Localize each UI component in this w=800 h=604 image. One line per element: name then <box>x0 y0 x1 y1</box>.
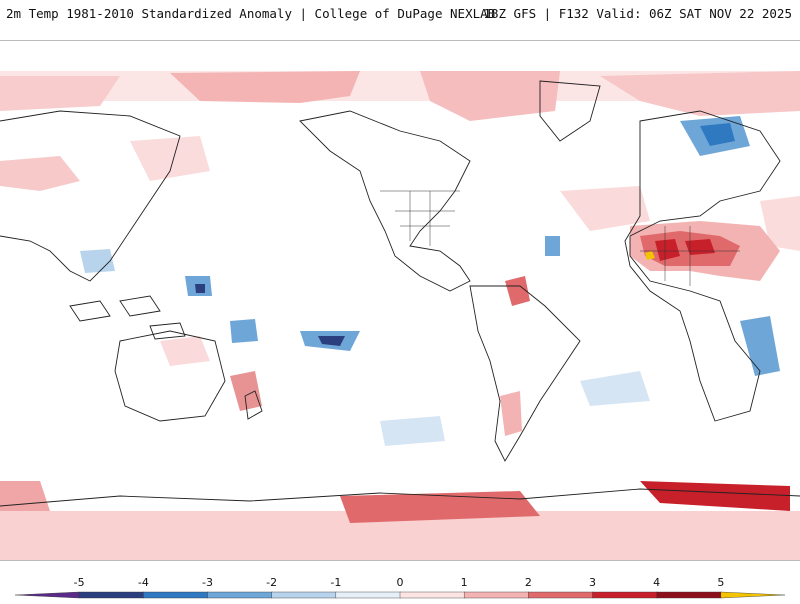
map-title: 2m Temp 1981-2010 Standardized Anomaly |… <box>6 6 496 21</box>
colorbar-tick-label: -2 <box>266 576 278 589</box>
map-canvas <box>0 71 800 560</box>
colorbar-tick-label: -3 <box>202 576 213 589</box>
colorbar-svg <box>14 591 786 599</box>
colorbar-segment <box>463 591 530 599</box>
colorbar-segment <box>335 591 401 599</box>
colorbar-tick-label: -4 <box>137 576 149 589</box>
colorbar-segment <box>656 591 722 599</box>
colorbar-segment <box>399 591 465 599</box>
colorbar: -5 -4 -3 -2 -1 0 1 2 3 4 5 <box>0 564 800 600</box>
colorbar-segment <box>143 591 209 599</box>
colorbar-segment <box>207 591 273 599</box>
colorbar-tick-label: 0 <box>396 576 404 589</box>
anomaly-shading <box>0 71 800 560</box>
colorbar-segment <box>271 591 337 599</box>
model-run-info: 18Z GFS | F132 Valid: 06Z SAT NOV 22 202… <box>483 6 792 21</box>
colorbar-segment <box>78 591 145 599</box>
coastlines <box>0 80 800 507</box>
colorbar-tick-label: -1 <box>330 576 342 589</box>
colorbar-segment <box>14 591 80 599</box>
colorbar-segment <box>592 591 658 599</box>
colorbar-tick-label: 4 <box>653 576 661 589</box>
colorbar-tick-label: 2 <box>524 576 532 589</box>
colorbar-tick-label: -5 <box>73 576 85 589</box>
political-borders <box>380 190 740 286</box>
colorbar-segment <box>720 591 786 599</box>
colorbar-tick-label: 5 <box>717 576 725 589</box>
colorbar-tick-label: 3 <box>589 576 596 589</box>
anomaly-map <box>0 40 800 561</box>
colorbar-tick-label: 1 <box>460 576 468 589</box>
colorbar-segment <box>528 591 594 599</box>
